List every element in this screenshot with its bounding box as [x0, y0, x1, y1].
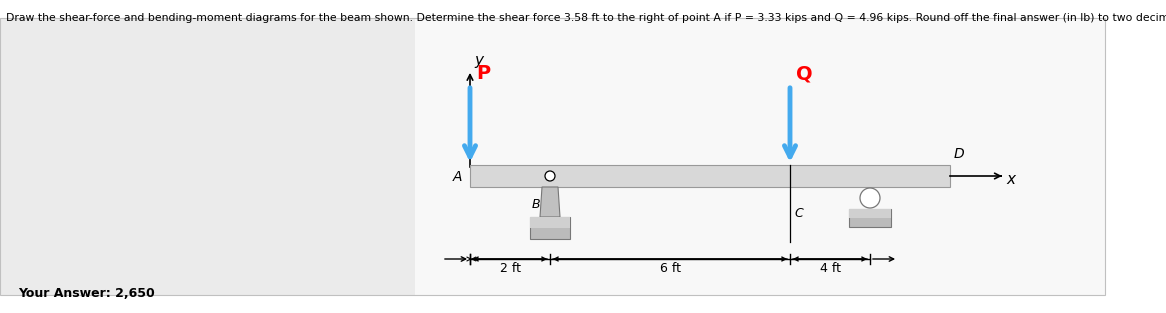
- Text: C: C: [794, 207, 802, 220]
- Bar: [531, 217, 570, 239]
- Bar: [0, 18, 415, 295]
- Bar: [0, 18, 1105, 295]
- Text: 2 ft: 2 ft: [499, 262, 520, 275]
- Text: D: D: [954, 147, 964, 161]
- Text: P: P: [476, 64, 490, 83]
- Bar: [415, 18, 1105, 295]
- Text: y: y: [475, 53, 483, 68]
- Polygon shape: [540, 187, 560, 217]
- Text: Q: Q: [796, 64, 813, 83]
- Text: 4 ft: 4 ft: [820, 262, 841, 275]
- Text: 6 ft: 6 ft: [660, 262, 681, 275]
- Bar: [849, 209, 891, 218]
- Text: Draw the shear-force and bending-moment diagrams for the beam shown. Determine t: Draw the shear-force and bending-moment …: [6, 13, 1166, 23]
- Text: A: A: [452, 170, 462, 184]
- Text: B: B: [532, 198, 540, 211]
- Bar: [849, 209, 891, 227]
- Circle shape: [545, 171, 555, 181]
- Bar: [531, 217, 570, 228]
- Circle shape: [861, 188, 880, 208]
- Text: x: x: [1006, 172, 1014, 187]
- Bar: [470, 165, 950, 187]
- Text: Your Answer: 2,650: Your Answer: 2,650: [17, 287, 155, 300]
